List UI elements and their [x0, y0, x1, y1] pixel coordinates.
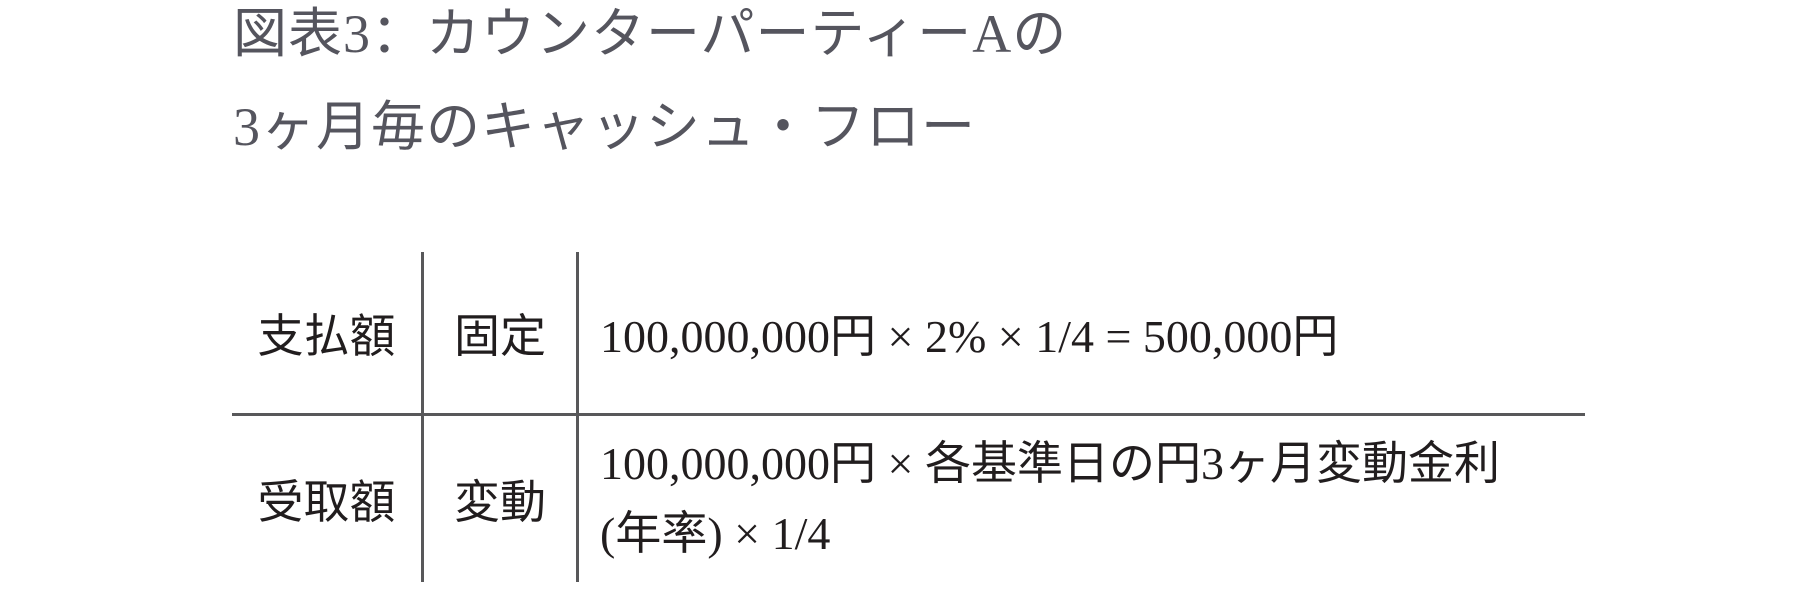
receive-row-formula-line-2: (年率) × 1/4: [600, 508, 831, 559]
pay-row-label: 支払額: [257, 310, 396, 362]
figure-title-line-1: 図表3：カウンターパーティーAの: [233, 4, 1068, 64]
pay-row-formula: 100,000,000円 × 2% × 1/4 = 500,000円: [600, 310, 1339, 362]
receive-row-type: 変動: [454, 477, 546, 528]
receive-row-formula: 100,000,000円 × 各基準日の円3ヶ月変動金利 (年率) × 1/4: [600, 416, 1790, 582]
pay-row-type: 固定: [454, 310, 546, 362]
figure-title-line-2: 3ヶ月毎のキャッシュ・フロー: [233, 97, 976, 157]
table-vertical-rule-1: [421, 252, 424, 582]
table-row-divider: [232, 413, 1585, 416]
table-vertical-rule-2: [576, 252, 579, 582]
receive-row-label: 受取額: [257, 477, 396, 528]
receive-row-formula-line-1: 100,000,000円 × 各基準日の円3ヶ月変動金利: [600, 438, 1500, 489]
